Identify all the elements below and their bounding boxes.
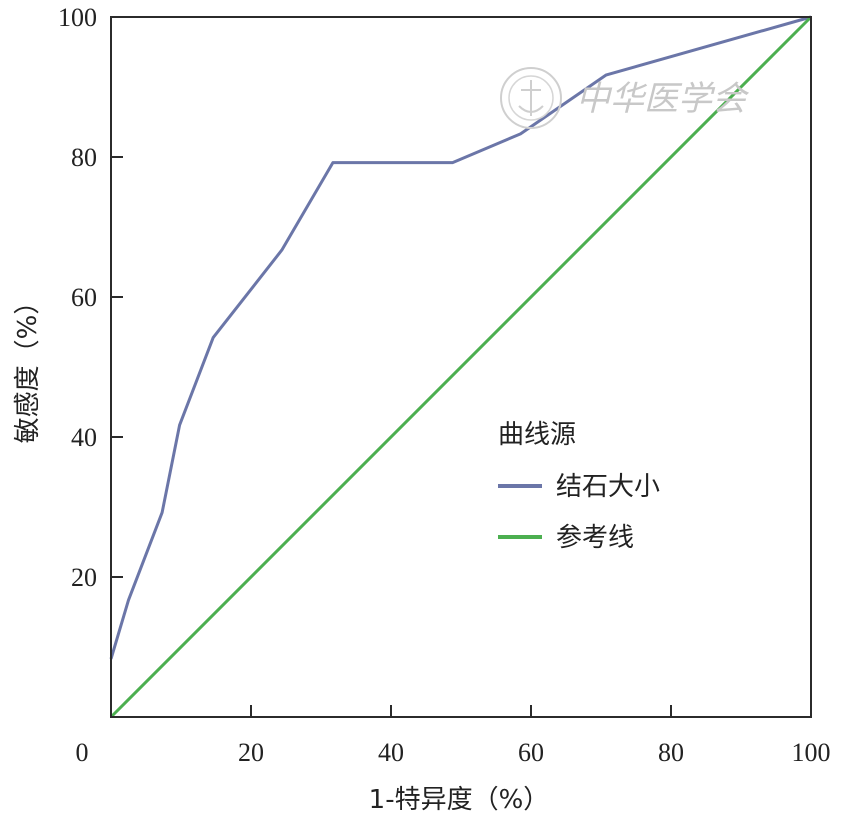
x-tick-label: 60: [518, 738, 544, 767]
axes: 0 20 40 60 80 100 20 40 60 80 100: [58, 3, 831, 767]
plot-frame: [110, 16, 812, 718]
y-tick-label: 60: [71, 283, 97, 312]
x-tick-label: 100: [792, 738, 831, 767]
x-tick-label: 20: [238, 738, 264, 767]
y-tick-label: 100: [58, 3, 97, 32]
legend: 曲线源 结石大小 参考线: [498, 420, 660, 553]
legend-entry-reference: 参考线: [556, 523, 634, 553]
legend-title: 曲线源: [498, 420, 576, 450]
watermark: 中华医学会: [500, 67, 750, 129]
y-tick-label: 40: [71, 423, 97, 452]
plot-area: [109, 15, 813, 719]
y-tick-label: 80: [71, 143, 97, 172]
legend-entry-size: 结石大小: [556, 472, 660, 502]
watermark-text: 中华医学会: [576, 79, 750, 119]
x-tick-label: 80: [658, 738, 684, 767]
x-axis-title: 1-特异度（%）: [369, 785, 550, 815]
x-tick-label: 40: [378, 738, 404, 767]
society-seal-icon: [500, 67, 562, 129]
x-tick-label: 0: [76, 738, 89, 767]
reference-line: [109, 15, 813, 719]
y-axis-title: 敏感度（%）: [13, 289, 43, 444]
y-tick-label: 20: [71, 563, 97, 592]
roc-curve-line: [109, 15, 812, 660]
